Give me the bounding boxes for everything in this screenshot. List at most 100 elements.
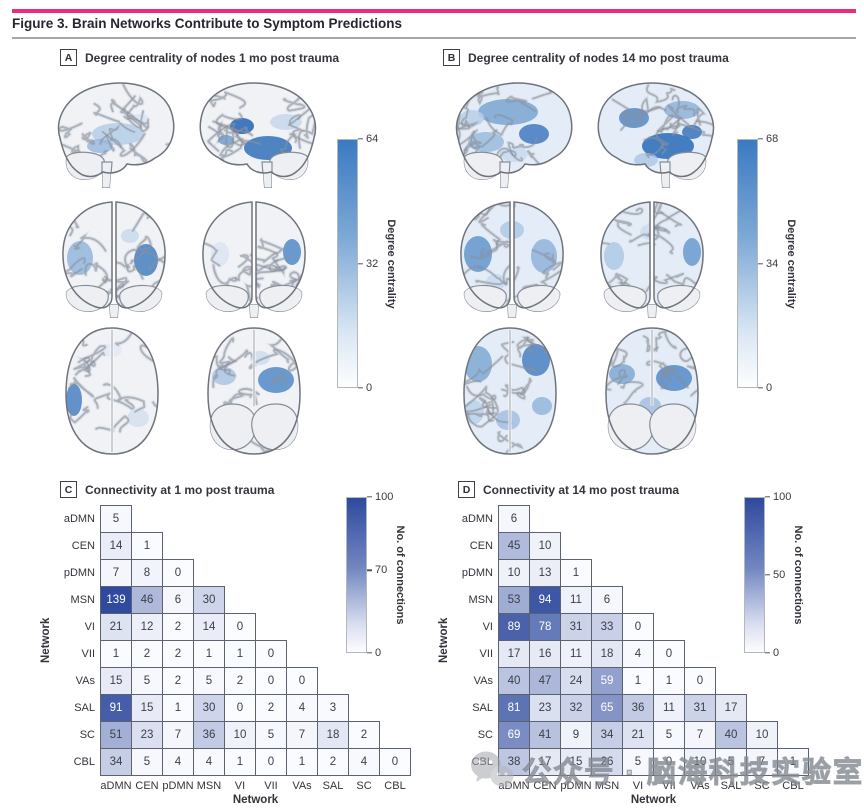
matrix-cell: 0 — [684, 667, 716, 695]
matrix-cell: 91 — [100, 694, 132, 722]
matrix-cell: 46 — [131, 586, 163, 614]
matrix-cell: 7 — [684, 721, 716, 749]
matrix-cell: 12 — [131, 613, 163, 641]
matrix-cell: 34 — [100, 748, 132, 776]
matrix-cell: 8 — [131, 559, 163, 587]
matrix-cell: 0 — [224, 694, 256, 722]
matrix-cell: 11 — [560, 586, 592, 614]
colorbar-tick-label: 70 — [375, 564, 388, 577]
matrix-cell: 21 — [100, 613, 132, 641]
matrix-cell: 2 — [317, 748, 349, 776]
row-label: VII — [81, 648, 95, 660]
matrix-cell: 36 — [193, 721, 225, 749]
colorbar-gradient — [337, 139, 358, 388]
matrix-cell: 1 — [100, 640, 132, 668]
colorbar-tick-label: 50 — [773, 569, 786, 581]
row-label: aDMN — [461, 513, 493, 525]
matrix-cell: 23 — [529, 694, 561, 722]
column-label: CBL — [782, 780, 804, 792]
matrix-cell: 7 — [162, 721, 194, 749]
colorbar-axis-label: No. of connections — [792, 525, 804, 625]
column-label: pDMN — [162, 780, 194, 792]
matrix-cell: 11 — [653, 694, 685, 722]
matrix-cell: 2 — [162, 640, 194, 668]
matrix-cell: 7 — [286, 721, 318, 749]
matrix-cell: 1 — [224, 748, 256, 776]
matrix-cell: 1 — [224, 640, 256, 668]
panel-a-title: Degree centrality of nodes 1 mo post tra… — [85, 50, 340, 65]
matrix-cell: 69 — [498, 721, 530, 749]
matrix-cell: 5 — [255, 721, 287, 749]
colorbar-tick — [358, 262, 363, 265]
matrix-cell: 6 — [162, 586, 194, 614]
colorbar-tick-label: 0 — [366, 382, 373, 394]
column-label: SC — [754, 780, 770, 792]
matrix-cell: 7 — [746, 748, 778, 776]
matrix-cell: 18 — [591, 640, 623, 668]
column-label: SAL — [322, 780, 344, 792]
matrix-cell: 5 — [131, 667, 163, 695]
colorbar-tick — [367, 569, 372, 572]
matrix-cell: 30 — [193, 694, 225, 722]
matrix-cell: 15 — [100, 667, 132, 695]
colorbar-tick — [367, 652, 372, 654]
colorbar-tick-label: 0 — [375, 647, 382, 659]
matrix-cell: 17 — [498, 640, 530, 668]
colorbar-tick-label: 68 — [766, 133, 779, 145]
column-label: pDMN — [560, 780, 592, 792]
matrix-cell: 1 — [560, 559, 592, 587]
matrix-cell: 10 — [224, 721, 256, 749]
matrix-cell: 15 — [560, 748, 592, 776]
colorbar-tick — [367, 496, 372, 498]
matrix-cell: 41 — [529, 721, 561, 749]
row-label: VII — [479, 648, 493, 660]
colorbar-axis-label: Degree centrality — [385, 218, 397, 309]
matrix-cell: 26 — [591, 748, 623, 776]
matrix-cell: 10 — [746, 721, 778, 749]
matrix-cell: 13 — [529, 559, 561, 587]
row-label: VI — [84, 621, 95, 633]
brain-view-axial-dorsal — [444, 322, 576, 465]
panel-c-header: C Connectivity at 1 mo post trauma — [60, 481, 274, 498]
matrix-cell: 24 — [560, 667, 592, 695]
matrix-cell: 1 — [193, 640, 225, 668]
colorbar-tick-label: 100 — [773, 491, 792, 503]
panel-b-header: B Degree centrality of nodes 14 mo post … — [443, 49, 729, 66]
colorbar-gradient — [744, 497, 765, 653]
colorbar-tick — [758, 262, 763, 265]
brain-view-lateral-left — [44, 76, 184, 199]
panel-a-header: A Degree centrality of nodes 1 mo post t… — [60, 49, 339, 66]
colorbar-gradient — [346, 497, 367, 653]
column-label: aDMN — [100, 780, 132, 792]
matrix-cell: 2 — [162, 667, 194, 695]
column-label: VI — [234, 780, 246, 792]
column-label: VAs — [292, 780, 312, 792]
matrix-cell: 3 — [317, 694, 349, 722]
column-label: MSN — [594, 780, 620, 792]
matrix-cell: 6 — [498, 505, 530, 533]
matrix-cell: 21 — [622, 721, 654, 749]
column-label: VAs — [690, 780, 710, 792]
matrix-cell: 16 — [529, 640, 561, 668]
colorbar-tick-label: 32 — [366, 257, 379, 270]
matrix-cell: 40 — [715, 721, 747, 749]
matrix-cell: 33 — [591, 613, 623, 641]
matrix-cell: 139 — [100, 586, 132, 614]
matrix-cell: 6 — [591, 586, 623, 614]
row-label: CBL — [471, 756, 493, 768]
colorbar-tick — [765, 574, 770, 576]
matrix-cell: 34 — [591, 721, 623, 749]
matrix-cell: 0 — [224, 613, 256, 641]
brain-view-posterior — [192, 196, 316, 325]
panel-c-x-axis-title: Network — [232, 794, 279, 806]
matrix-cell: 5 — [100, 505, 132, 533]
row-label: MSN — [70, 594, 95, 606]
matrix-cell: 51 — [100, 721, 132, 749]
matrix-cell: 81 — [498, 694, 530, 722]
matrix-cell: 31 — [560, 613, 592, 641]
row-label: VAs — [75, 675, 95, 687]
colorbar-connections-1mo: 100 70 0 No. of connections — [346, 491, 426, 659]
matrix-cell: 5 — [193, 667, 225, 695]
matrix-cell: 47 — [529, 667, 561, 695]
